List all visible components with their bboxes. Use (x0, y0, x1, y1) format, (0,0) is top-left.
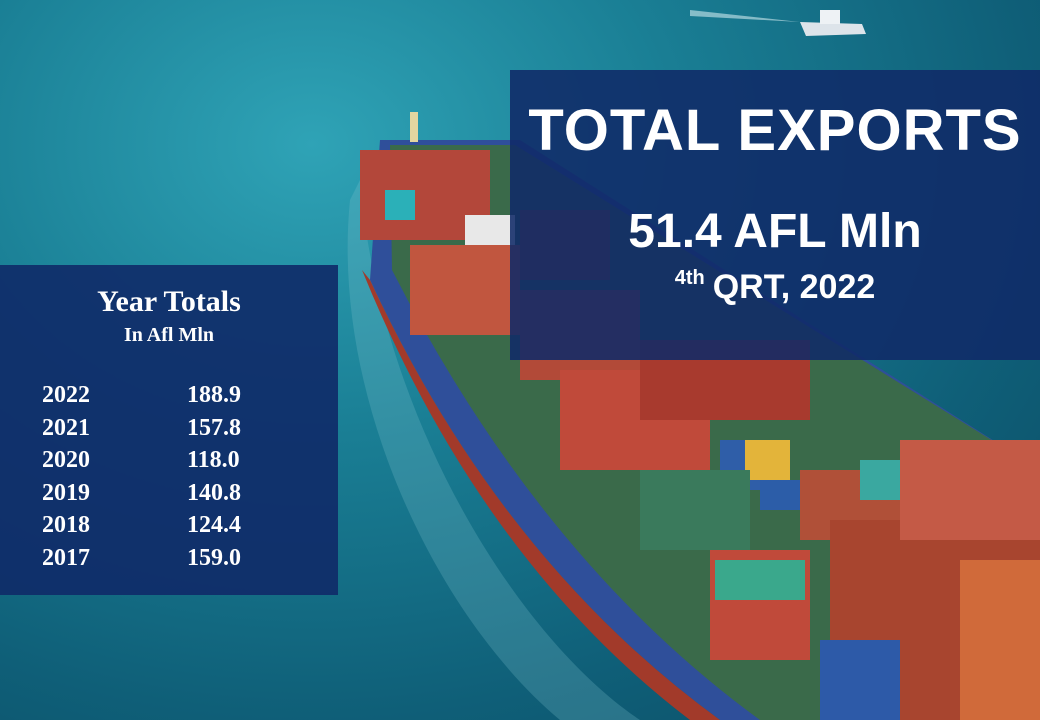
total-exports-panel: TOTAL EXPORTS 51.4 AFL Mln 4th QRT, 2022 (510, 70, 1040, 360)
year-value: 159.0 (187, 544, 241, 571)
period-text: QRT, 2022 (712, 268, 876, 306)
year-label: 2020 (42, 447, 90, 473)
total-exports-period: 4th QRT, 2022 (510, 268, 1040, 304)
year-label: 2022 (42, 382, 90, 408)
year-totals-table: 2022 188.9 2021 157.8 2020 118.0 2019 14… (0, 379, 338, 574)
year-row: 2018 124.4 (0, 509, 338, 542)
year-row: 2021 157.8 (0, 412, 338, 445)
period-ordinal: 4th (674, 267, 705, 289)
total-exports-title: TOTAL EXPORTS (528, 98, 1022, 163)
year-label: 2017 (42, 544, 90, 571)
year-label: 2021 (42, 414, 90, 441)
year-row: 2019 140.8 (0, 477, 338, 510)
year-label: 2019 (42, 479, 90, 506)
year-totals-subtitle: In Afl Mln (123, 324, 215, 346)
year-value: 157.8 (187, 414, 241, 441)
year-label: 2018 (42, 512, 90, 538)
total-exports-value: 51.4 AFL Mln (628, 205, 922, 258)
tug-boat (800, 10, 866, 36)
year-totals-panel: Year Totals In Afl Mln 2022 188.9 2021 1… (0, 265, 338, 595)
year-totals-title: Year Totals (97, 285, 241, 318)
year-row: 2017 159.0 (0, 542, 338, 575)
year-value: 140.8 (187, 479, 241, 506)
year-value: 124.4 (187, 512, 241, 538)
year-value: 118.0 (187, 447, 240, 473)
year-row: 2022 188.9 (0, 379, 338, 412)
year-row: 2020 118.0 (0, 444, 338, 477)
year-value: 188.9 (187, 382, 241, 408)
